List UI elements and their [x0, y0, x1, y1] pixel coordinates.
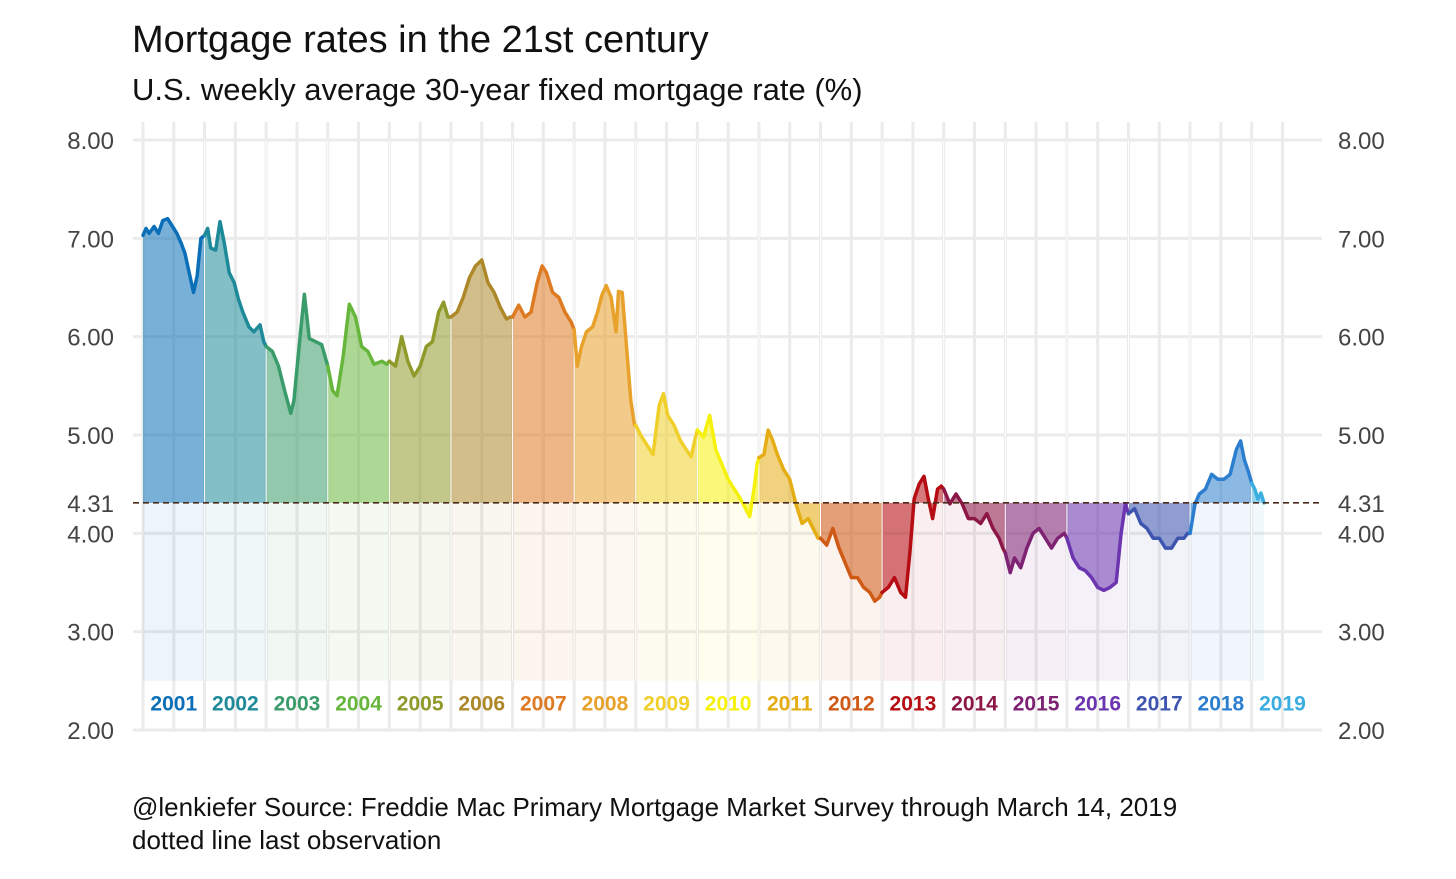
series-line-2014 [941, 487, 1008, 555]
lower-band-2009 [635, 502, 698, 681]
chart-caption-note: dotted line last observation [132, 825, 441, 855]
year-label-2012: 2012 [828, 692, 875, 715]
area-fill-2014 [943, 489, 1006, 553]
year-label-2010: 2010 [705, 692, 752, 715]
area-fills [143, 140, 1264, 681]
area-fill-2013 [882, 476, 944, 598]
y-tick-label-right: 5.00 [1338, 423, 1385, 450]
series-line-2003 [264, 292, 330, 416]
year-label-2008: 2008 [582, 692, 629, 715]
year-label-2018: 2018 [1198, 692, 1245, 715]
y-tick-label-left: 8.00 [67, 128, 114, 155]
series-line-2019 [1249, 481, 1266, 505]
series-line-2018 [1188, 439, 1254, 536]
series-line-2008 [572, 283, 638, 427]
lower-band-2003 [266, 502, 328, 681]
lower-band-2007 [512, 502, 575, 681]
year-label-2001: 2001 [150, 692, 197, 715]
y-tick-label-right: 4.31 [1338, 491, 1385, 518]
area-fill-2015 [1005, 502, 1067, 573]
axes: 2.00 2.00 3.00 3.00 4.00 4.00 4.31 4.31 5.00 5.00… [67, 128, 1384, 745]
series-line-2004 [326, 302, 392, 398]
area-fill-2018 [1190, 440, 1252, 534]
year-label-2016: 2016 [1074, 692, 1121, 715]
year-label-2003: 2003 [274, 692, 321, 715]
year-label-2004: 2004 [335, 692, 382, 715]
area-fill-2012 [820, 502, 883, 602]
area-fill-2006 [450, 259, 513, 503]
area-fill-2008 [574, 285, 636, 503]
series-line-2015 [1003, 526, 1069, 575]
series-line-2005 [387, 300, 453, 378]
series-line-2012 [818, 526, 884, 603]
lower-band-2001 [143, 502, 205, 681]
series-lines [141, 216, 1266, 603]
year-label-2005: 2005 [397, 692, 444, 715]
y-tick-label-left: 6.00 [67, 325, 114, 352]
y-tick-label-right: 3.00 [1338, 620, 1385, 647]
lower-band-2011 [758, 502, 821, 681]
area-fill-2003 [266, 294, 328, 503]
y-tick-label-left: 3.00 [67, 620, 114, 647]
year-label-2006: 2006 [458, 692, 505, 715]
y-tick-label-right: 4.00 [1338, 521, 1385, 548]
year-label-2002: 2002 [212, 692, 259, 715]
series-line-2017 [1126, 507, 1192, 550]
area-fill-2009 [635, 393, 698, 503]
y-tick-label-right: 8.00 [1338, 128, 1385, 155]
year-label-2011: 2011 [767, 692, 813, 715]
y-tick-label-left: 2.00 [67, 718, 114, 745]
chart-subtitle: U.S. weekly average 30-year fixed mortga… [132, 72, 863, 107]
area-fill-2017 [1128, 502, 1191, 549]
y-tick-label-right: 2.00 [1338, 718, 1385, 745]
year-label-2014: 2014 [951, 692, 998, 715]
year-label-2017: 2017 [1136, 692, 1183, 715]
series-line-2006 [449, 258, 515, 321]
lower-band-2006 [450, 502, 513, 681]
area-fill-2001 [143, 218, 205, 503]
chart-caption-source: @lenkiefer Source: Freddie Mac Primary M… [132, 792, 1177, 822]
area-fill-2004 [327, 304, 390, 503]
year-label-2015: 2015 [1013, 692, 1060, 715]
lower-band-2018 [1190, 502, 1252, 681]
lower-band-2008 [574, 502, 636, 681]
y-tick-label-left: 4.00 [67, 521, 114, 548]
series-line-2009 [633, 391, 700, 459]
year-label-2009: 2009 [643, 692, 690, 715]
y-tick-label-right: 7.00 [1338, 226, 1385, 253]
y-tick-label-right: 6.00 [1338, 325, 1385, 352]
series-line-2001 [141, 216, 207, 295]
chart-title: Mortgage rates in the 21st century [132, 19, 709, 61]
year-label-2007: 2007 [520, 692, 567, 715]
year-labels: 2001 2002 2003 2004 2005 2006 2007 2008 2009 2010… [150, 692, 1305, 715]
year-label-2013: 2013 [890, 692, 937, 715]
year-label-2019: 2019 [1259, 692, 1306, 715]
y-tick-label-left: 5.00 [67, 423, 114, 450]
lower-band-2010 [697, 502, 759, 681]
lower-band-2004 [327, 502, 390, 681]
series-line-2013 [880, 474, 946, 599]
lower-band-2019 [1251, 502, 1264, 681]
y-tick-label-left: 7.00 [67, 226, 114, 253]
series-line-2002 [202, 219, 268, 349]
series-line-2011 [757, 428, 823, 540]
series-line-2010 [695, 413, 761, 519]
lower-band-2002 [204, 502, 267, 681]
y-tick-label-left: 4.31 [67, 491, 114, 518]
area-fill-2007 [512, 265, 575, 503]
lower-band-2005 [389, 502, 451, 681]
series-line-2016 [1065, 502, 1131, 593]
series-line-2007 [510, 264, 576, 332]
area-fill-2002 [204, 221, 267, 503]
